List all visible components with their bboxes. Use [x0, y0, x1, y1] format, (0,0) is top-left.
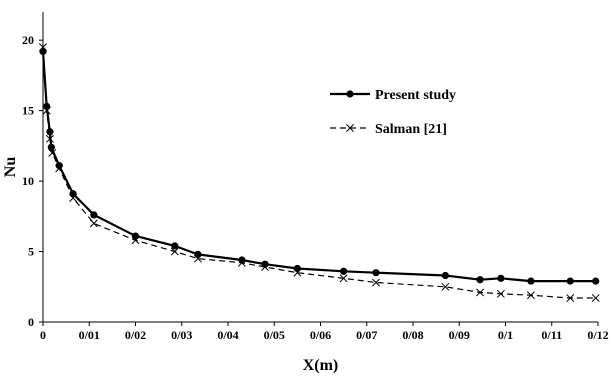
data-point — [90, 211, 98, 219]
data-point-stroke — [566, 294, 575, 302]
data-point — [340, 267, 348, 275]
y-tick-label: 5 — [28, 245, 34, 259]
data-point — [131, 232, 140, 240]
series-salman — [39, 43, 600, 302]
data-point — [346, 90, 354, 98]
data-point-stroke — [591, 294, 600, 302]
x-tick-label: 0/02 — [125, 328, 146, 342]
data-point — [89, 219, 98, 228]
data-point — [372, 269, 380, 277]
x-tick-label: 0/12 — [587, 328, 608, 342]
series-present-study — [39, 47, 600, 285]
data-point — [566, 294, 575, 302]
y-axis-title: Nu — [2, 157, 19, 178]
data-point — [527, 277, 535, 285]
data-point — [55, 161, 63, 170]
x-tick-label: 0/06 — [310, 328, 331, 342]
x-tick-label: 0/1 — [498, 328, 513, 342]
legend-item: Present study — [330, 88, 456, 103]
data-point — [69, 190, 77, 198]
data-point — [526, 291, 535, 300]
data-point-stroke — [526, 291, 535, 300]
legend: Present study Salman [21] — [330, 88, 456, 137]
series-line — [41, 51, 596, 283]
data-point — [171, 242, 179, 250]
data-point — [591, 294, 600, 302]
data-point — [497, 274, 505, 282]
legend-item: Salman [21] — [330, 122, 447, 137]
x-tick-label: 0/09 — [449, 328, 470, 342]
y-tick-label: 0 — [28, 315, 34, 329]
legend-label: Present study — [375, 88, 456, 103]
data-point-stroke — [346, 124, 354, 132]
data-point — [194, 250, 202, 258]
x-axis-title: X(m) — [303, 357, 339, 374]
data-point — [170, 247, 179, 256]
x-tick-label: 0/03 — [171, 328, 192, 342]
series-layer — [39, 43, 600, 302]
data-point — [238, 256, 246, 264]
data-point — [46, 128, 54, 136]
data-point-stroke — [339, 274, 348, 283]
data-point — [339, 274, 348, 283]
data-point — [441, 282, 450, 291]
data-point — [346, 124, 354, 132]
x-tick-label: 0/07 — [356, 328, 377, 342]
legend-label: Salman [21] — [375, 122, 447, 137]
x-tick-label: 0/11 — [541, 328, 562, 342]
data-point-stroke — [48, 148, 57, 157]
data-point — [293, 264, 301, 273]
x-tick-label: 0/04 — [217, 328, 238, 342]
data-point — [592, 277, 600, 285]
data-point-stroke — [476, 288, 485, 297]
data-point — [261, 260, 269, 268]
data-point-stroke — [496, 289, 505, 298]
data-point — [566, 277, 574, 285]
data-point — [496, 289, 505, 298]
data-point-stroke — [170, 247, 179, 256]
data-point — [47, 143, 55, 151]
y-tick-label: 10 — [22, 174, 34, 188]
y-tick-label: 20 — [22, 33, 34, 47]
x-tick-label: 0/01 — [79, 328, 100, 342]
series-line — [42, 47, 596, 299]
data-point — [372, 278, 380, 287]
data-point — [43, 102, 51, 111]
y-tick-label: 15 — [22, 104, 34, 118]
data-point — [476, 276, 484, 284]
data-point — [476, 288, 485, 297]
y-axis-ticks: 0 5 10 15 20 — [22, 33, 43, 329]
data-point-stroke — [372, 278, 380, 287]
x-tick-label: 0 — [40, 328, 46, 342]
data-point-stroke — [441, 282, 450, 291]
x-tick-label: 0/08 — [402, 328, 423, 342]
data-point — [441, 271, 449, 280]
data-point-stroke — [89, 219, 98, 228]
data-point — [39, 47, 47, 56]
x-tick-label: 0/05 — [264, 328, 285, 342]
x-axis-ticks: 0 0/01 0/02 0/03 0/04 0/05 0/06 0/07 0/08 0/09 0/1… — [40, 322, 609, 342]
